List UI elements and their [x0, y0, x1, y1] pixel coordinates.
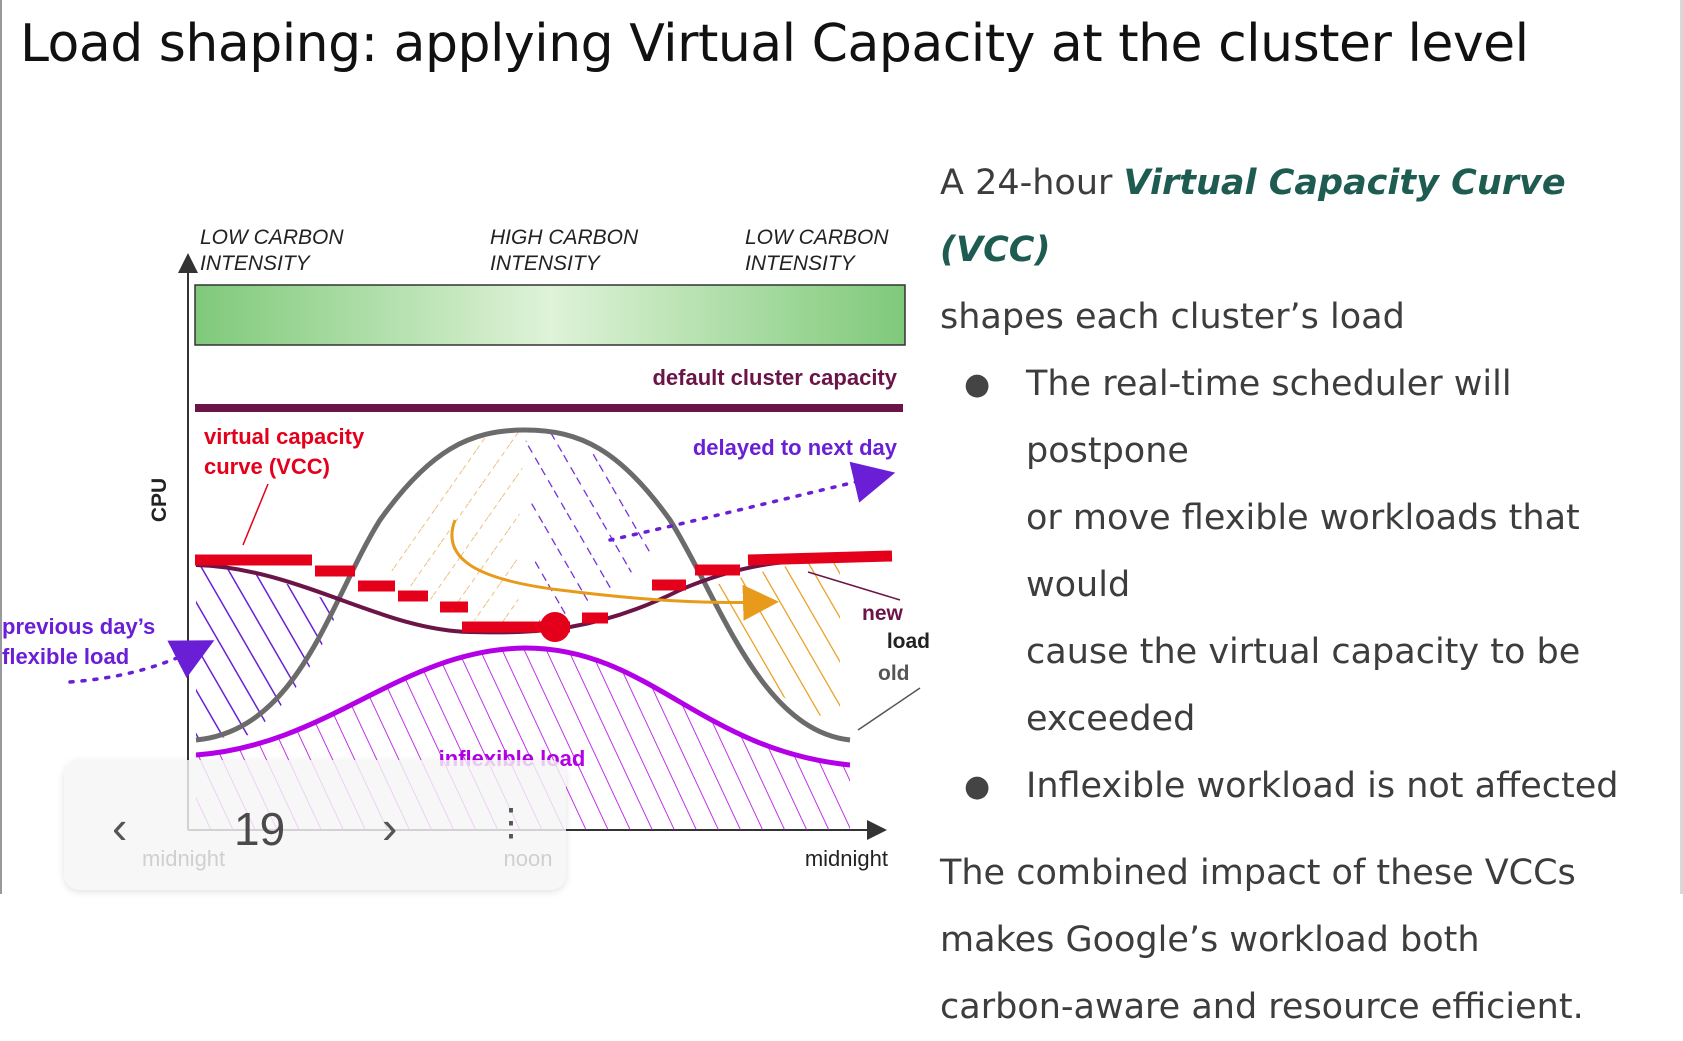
virtual-capacity-curve	[195, 550, 893, 633]
intro-line-1: A 24-hour Virtual Capacity Curve (VCC)	[940, 150, 1680, 284]
inflexible-load-curve	[195, 645, 851, 768]
shifted-load-area	[700, 558, 840, 720]
slide-notes: A 24-hour Virtual Capacity Curve (VCC) s…	[940, 150, 1680, 1041]
x-tick-midnight-end: midnight	[805, 846, 888, 871]
bullet-line: cause the virtual capacity to be	[1026, 632, 1581, 672]
previous-day-arrow	[68, 640, 215, 684]
frame-edge	[1680, 0, 1683, 894]
bullet-icon: ●	[964, 367, 991, 402]
vcc-minimum-marker	[540, 612, 570, 642]
carbon-band-label-low-left: LOW CARBON INTENSITY	[200, 226, 344, 275]
carbon-band-label-line: HIGH CARBON	[490, 226, 639, 249]
vcc-pointer-line	[242, 483, 269, 546]
load-label: load	[887, 630, 930, 653]
carbon-band-label-line: LOW CARBON	[200, 226, 344, 249]
bullet-item: ● The real-time scheduler will postpone …	[964, 351, 1680, 753]
delayed-load-area	[525, 430, 660, 630]
delayed-arrow	[608, 461, 896, 542]
carbon-band-label-low-right: LOW CARBON INTENSITY	[745, 226, 889, 275]
more-options-icon[interactable]: ⋮	[492, 802, 530, 844]
previous-day-label-line: flexible load	[2, 644, 129, 669]
frame-edge	[0, 0, 2, 894]
new-load-pointer	[807, 571, 901, 601]
vcc-term: Virtual Capacity Curve (VCC)	[940, 163, 1566, 270]
new-load-label: new	[862, 602, 904, 625]
bullet-line: The real-time scheduler will postpone	[1026, 364, 1512, 471]
y-axis-label: CPU	[148, 478, 171, 522]
carbon-band-label-line: LOW CARBON	[745, 226, 889, 249]
old-load-curve	[195, 427, 851, 743]
next-slide-button[interactable]: ›	[382, 801, 398, 853]
previous-day-flexible-area	[196, 565, 340, 740]
slide-title: Load shaping: applying Virtual Capacity …	[20, 14, 1529, 74]
bullet-line: or move flexible workloads that would	[1026, 498, 1580, 605]
carbon-band-label-high: HIGH CARBON INTENSITY	[490, 226, 639, 275]
default-capacity-label: default cluster capacity	[652, 365, 897, 390]
combined-impact-text: The combined impact of these VCCs makes …	[940, 840, 1680, 1041]
bullet-line: Inflexible workload is not affected	[1026, 766, 1619, 806]
carbon-intensity-band	[194, 284, 906, 346]
delayed-label: delayed to next day	[693, 435, 898, 460]
carbon-band-label-line: INTENSITY	[745, 252, 857, 275]
vcc-label-line: curve (VCC)	[204, 454, 330, 479]
moved-load-arrow	[450, 519, 779, 621]
combined-line: carbon-aware and resource efficient.	[940, 987, 1584, 1027]
previous-day-label-line: previous day’s	[2, 614, 155, 639]
bullet-line: exceeded	[1026, 699, 1196, 739]
page-number: 19	[234, 803, 286, 855]
intro-line-2: shapes each cluster’s load	[940, 297, 1405, 337]
combined-line: makes Google’s workload both	[940, 920, 1480, 960]
slide-navigation-overlay: ‹ 19 › ⋮	[64, 760, 566, 890]
bullet-icon: ●	[964, 769, 991, 804]
combined-line: The combined impact of these VCCs	[940, 853, 1576, 893]
moved-load-area	[385, 430, 525, 630]
vcc-label-line: virtual capacity	[204, 424, 365, 449]
old-load-pointer	[857, 687, 921, 731]
bullet-list: ● The real-time scheduler will postpone …	[940, 351, 1680, 820]
old-load-label: old	[878, 662, 910, 685]
carbon-band-label-line: INTENSITY	[200, 252, 312, 275]
carbon-band-label-line: INTENSITY	[490, 252, 602, 275]
bullet-item: ● Inflexible workload is not affected	[964, 753, 1680, 820]
intro-prefix: A 24-hour	[940, 163, 1124, 203]
vcc-segment	[747, 550, 893, 566]
previous-slide-button[interactable]: ‹	[112, 801, 128, 853]
